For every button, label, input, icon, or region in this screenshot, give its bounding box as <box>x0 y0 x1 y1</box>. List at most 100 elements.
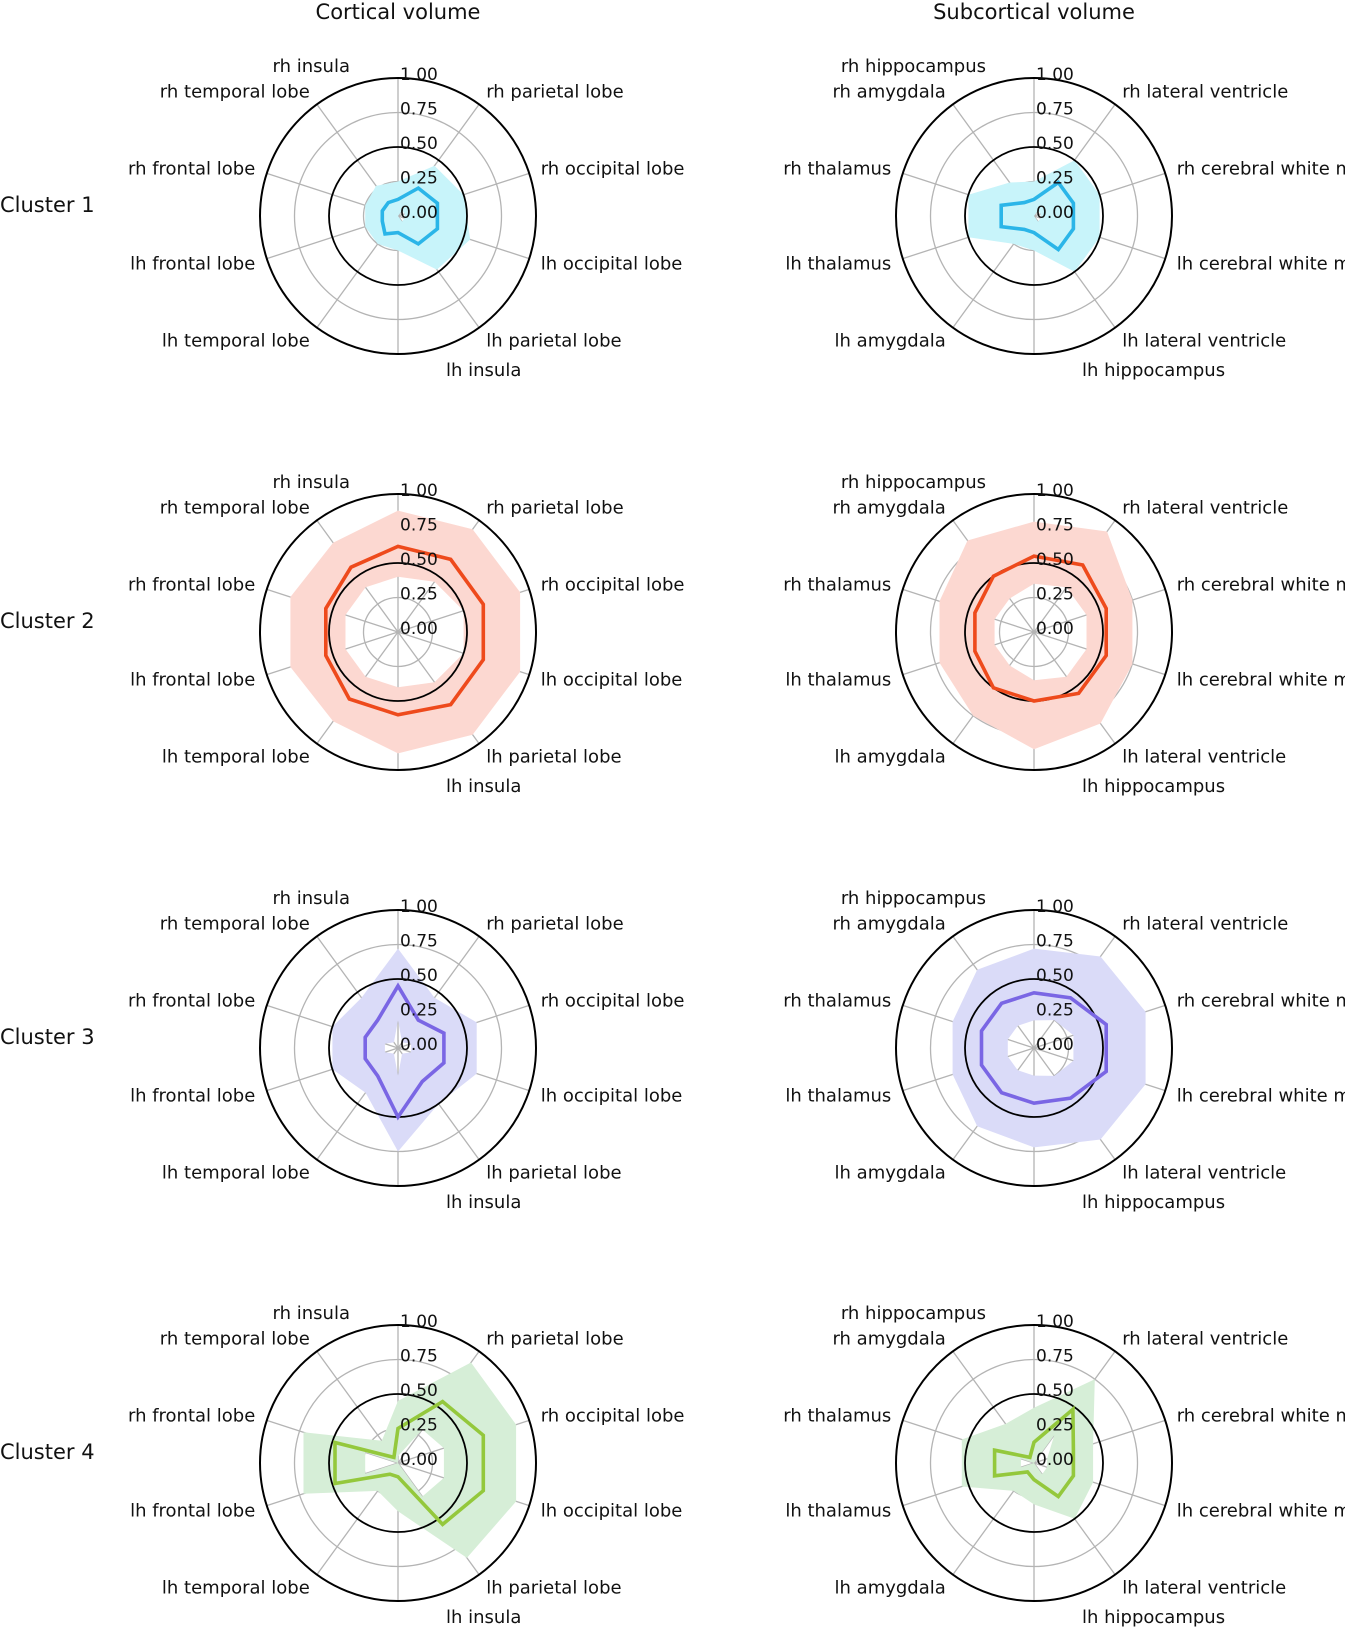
axis-label: rh cerebral white matter <box>1177 574 1345 595</box>
axis-label: lh thalamus <box>785 1501 891 1522</box>
reference-ring <box>964 978 1104 1118</box>
axis-label: lh amygdala <box>835 331 946 352</box>
column-titles: Cortical volume Subcortical volume <box>316 0 1135 24</box>
band-area <box>961 1379 1095 1519</box>
radial-tick-label: 0.25 <box>400 585 438 605</box>
radial-tick-label: 0.50 <box>400 1381 438 1401</box>
radial-tick-label: 0.75 <box>1036 516 1074 536</box>
radial-tick-label: 0.25 <box>400 1416 438 1436</box>
axis-label: rh frontal lobe <box>128 1405 255 1426</box>
radial-tick-label: 0.50 <box>1036 1381 1074 1401</box>
band-area <box>952 948 1146 1148</box>
axis-label: rh thalamus <box>783 990 891 1011</box>
axis-label: rh lateral ventricle <box>1122 81 1288 102</box>
axis-label: lh hippocampus <box>1082 360 1225 381</box>
axis-label: rh amygdala <box>832 913 945 934</box>
axis-label: lh insula <box>446 776 521 797</box>
series-line <box>992 1405 1076 1499</box>
axis-label: lh occipital lobe <box>541 670 683 691</box>
radial-tick-label: 0.25 <box>400 169 438 189</box>
radial-tick-label: 1.00 <box>1036 897 1074 917</box>
axis-label: rh hippocampus <box>841 472 986 493</box>
row-label-cluster-3: Cluster 3 <box>0 1025 95 1049</box>
series-line <box>323 544 486 717</box>
radial-tick-label: 1.00 <box>400 481 438 501</box>
axis-label: rh occipital lobe <box>541 990 685 1011</box>
radial-tick-label: 0.00 <box>400 203 438 223</box>
row-label-cluster-1: Cluster 1 <box>0 193 95 217</box>
radial-tick-label: 1.00 <box>1036 1312 1074 1332</box>
axis-label: rh temporal lobe <box>160 1328 310 1349</box>
axis-label: rh cerebral white matter <box>1177 158 1345 179</box>
radial-tick-label: 0.50 <box>400 134 438 154</box>
radial-tick-label: 1.00 <box>1036 481 1074 501</box>
column-title-subcortical: Subcortical volume <box>933 0 1135 24</box>
axis-label: rh parietal lobe <box>486 81 623 102</box>
reference-ring <box>328 1393 468 1533</box>
axis-label: lh cerebral white matter <box>1177 670 1345 691</box>
radial-tick-label: 0.75 <box>1036 100 1074 120</box>
radial-tick-label: 0.25 <box>1036 1001 1074 1021</box>
axis-label: lh parietal lobe <box>486 747 621 768</box>
axis-label: lh cerebral white matter <box>1177 1086 1345 1107</box>
radial-tick-label: 0.00 <box>1036 619 1074 639</box>
radial-tick-label: 0.75 <box>1036 932 1074 952</box>
radial-tick-label: 0.25 <box>1036 585 1074 605</box>
radial-tick-label: 0.50 <box>1036 550 1074 570</box>
axis-label: rh thalamus <box>783 158 891 179</box>
axis-label: lh temporal lobe <box>162 747 310 768</box>
axis-label: lh thalamus <box>785 1086 891 1107</box>
axis-label: lh lateral ventricle <box>1122 747 1286 768</box>
radial-tick-label: 0.75 <box>400 516 438 536</box>
axis-label: lh insula <box>446 360 521 381</box>
radial-tick-label: 0.50 <box>1036 966 1074 986</box>
axis-label: rh temporal lobe <box>160 81 310 102</box>
radial-tick-label: 0.00 <box>1036 203 1074 223</box>
axis-label: rh thalamus <box>783 574 891 595</box>
axis-label: lh temporal lobe <box>162 1163 310 1184</box>
radar-panel: 0.00 0.25 0.50 0.75 1.00 rh frontal lobe rh te… <box>128 472 684 797</box>
radial-tick-label: 0.00 <box>1036 1450 1074 1470</box>
band-area <box>365 165 471 270</box>
axis-label: rh amygdala <box>832 497 945 518</box>
axis-label: rh hippocampus <box>841 56 986 77</box>
axis-label: lh temporal lobe <box>162 331 310 352</box>
radial-tick-label: 0.50 <box>400 550 438 570</box>
axis-label: rh hippocampus <box>841 1303 986 1324</box>
band-area <box>939 521 1133 750</box>
axis-label: lh cerebral white matter <box>1177 1501 1345 1522</box>
outer-ring <box>895 77 1173 355</box>
column-title-cortical: Cortical volume <box>316 0 481 24</box>
axis-label: lh frontal lobe <box>130 670 255 691</box>
axis-label: rh frontal lobe <box>128 990 255 1011</box>
outer-ring <box>259 77 537 355</box>
axis-label: lh insula <box>446 1192 521 1213</box>
axis-label: lh thalamus <box>785 254 891 275</box>
axis-label: lh frontal lobe <box>130 254 255 275</box>
axis-label: lh parietal lobe <box>486 1578 621 1599</box>
radial-tick-label: 0.25 <box>1036 1416 1074 1436</box>
axis-label: rh cerebral white matter <box>1177 990 1345 1011</box>
axis-label: lh hippocampus <box>1082 776 1225 797</box>
reference-ring <box>964 146 1104 286</box>
axis-label: lh amygdala <box>835 1163 946 1184</box>
radial-tick-label: 0.00 <box>400 1450 438 1470</box>
radar-panel: 0.00 0.25 0.50 0.75 1.00 rh thalamus rh amygda… <box>783 888 1345 1213</box>
radial-tick-label: 0.25 <box>1036 169 1074 189</box>
radar-panel: 0.00 0.25 0.50 0.75 1.00 rh frontal lobe rh te… <box>128 888 684 1213</box>
axis-label: lh cerebral white matter <box>1177 254 1345 275</box>
radial-tick-label: 0.75 <box>400 100 438 120</box>
outer-ring <box>259 909 537 1187</box>
axis-label: lh hippocampus <box>1082 1192 1225 1213</box>
axis-label: rh temporal lobe <box>160 497 310 518</box>
radial-tick-label: 0.50 <box>400 966 438 986</box>
series-line <box>979 990 1108 1106</box>
outer-ring <box>895 909 1173 1187</box>
axis-label: rh parietal lobe <box>486 913 623 934</box>
axis-label: rh temporal lobe <box>160 913 310 934</box>
axis-label: rh parietal lobe <box>486 1328 623 1349</box>
reference-ring <box>964 1393 1104 1533</box>
outer-ring <box>895 1324 1173 1602</box>
axis-label: lh thalamus <box>785 670 891 691</box>
